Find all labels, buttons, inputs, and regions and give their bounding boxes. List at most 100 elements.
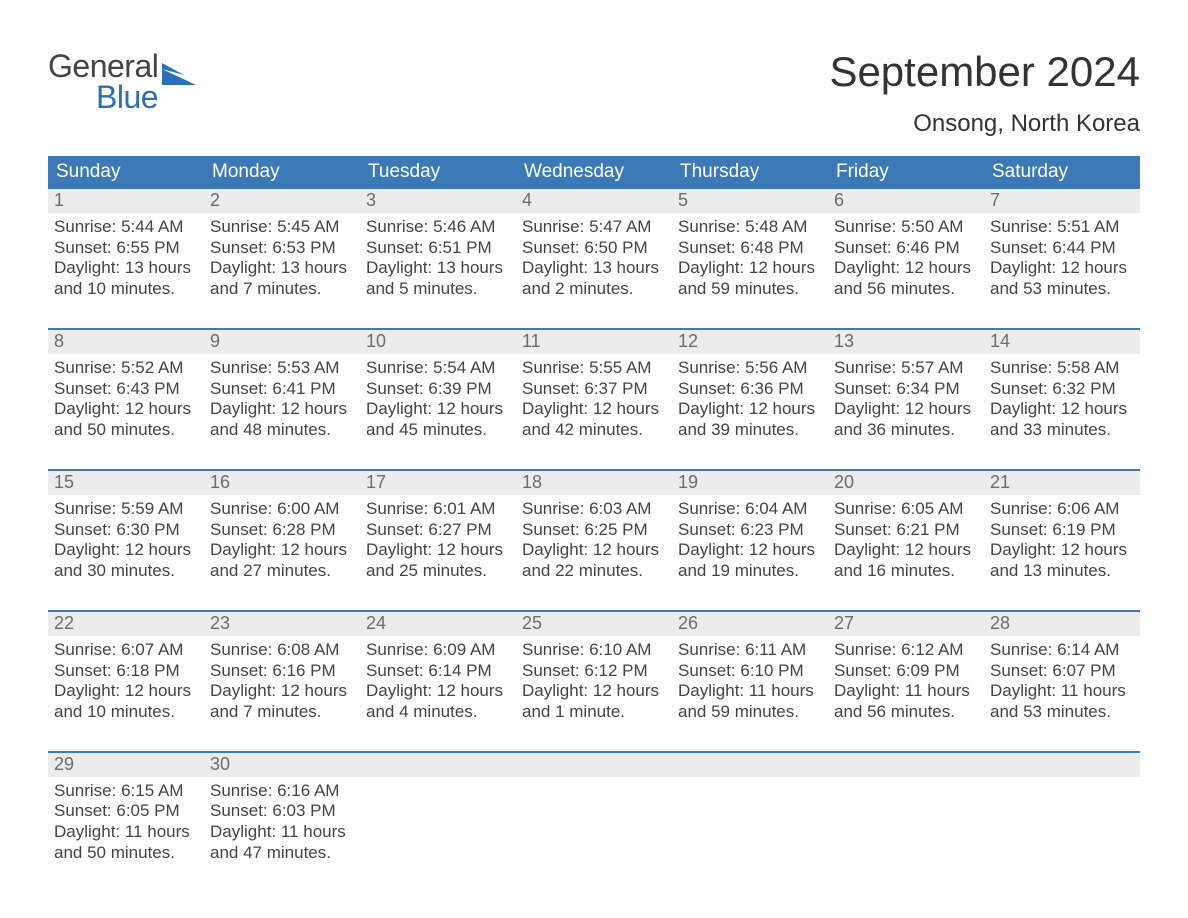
month-year-title: September 2024 xyxy=(829,48,1140,96)
day-number-row: 891011121314 xyxy=(48,330,1140,354)
sunset-text: Sunset: 6:05 PM xyxy=(54,801,198,822)
day-number-row: 2930 xyxy=(48,753,1140,777)
week-row: 891011121314Sunrise: 5:52 AMSunset: 6:43… xyxy=(48,328,1140,441)
sunrise-text: Sunrise: 5:58 AM xyxy=(990,358,1134,379)
day-number: 6 xyxy=(828,189,984,213)
sunset-text: Sunset: 6:27 PM xyxy=(366,520,510,541)
day-cell: Sunrise: 5:47 AMSunset: 6:50 PMDaylight:… xyxy=(516,213,672,300)
day-number: 28 xyxy=(984,612,1140,636)
sunrise-text: Sunrise: 5:52 AM xyxy=(54,358,198,379)
daylight-line2: and 10 minutes. xyxy=(54,702,198,723)
day-content-row: Sunrise: 5:59 AMSunset: 6:30 PMDaylight:… xyxy=(48,495,1140,582)
sunset-text: Sunset: 6:30 PM xyxy=(54,520,198,541)
daylight-line2: and 53 minutes. xyxy=(990,702,1134,723)
daylight-line2: and 39 minutes. xyxy=(678,420,822,441)
sunrise-text: Sunrise: 6:05 AM xyxy=(834,499,978,520)
sunrise-text: Sunrise: 5:56 AM xyxy=(678,358,822,379)
day-cell: Sunrise: 6:03 AMSunset: 6:25 PMDaylight:… xyxy=(516,495,672,582)
day-number: 11 xyxy=(516,330,672,354)
sunrise-text: Sunrise: 5:54 AM xyxy=(366,358,510,379)
sunrise-text: Sunrise: 5:45 AM xyxy=(210,217,354,238)
day-content-row: Sunrise: 5:44 AMSunset: 6:55 PMDaylight:… xyxy=(48,213,1140,300)
day-number: 3 xyxy=(360,189,516,213)
sunset-text: Sunset: 6:28 PM xyxy=(210,520,354,541)
sunset-text: Sunset: 6:18 PM xyxy=(54,661,198,682)
daylight-line2: and 25 minutes. xyxy=(366,561,510,582)
week-row: 22232425262728Sunrise: 6:07 AMSunset: 6:… xyxy=(48,610,1140,723)
day-number: 30 xyxy=(204,753,360,777)
sunset-text: Sunset: 6:46 PM xyxy=(834,238,978,259)
day-cell: Sunrise: 5:45 AMSunset: 6:53 PMDaylight:… xyxy=(204,213,360,300)
day-cell: Sunrise: 5:48 AMSunset: 6:48 PMDaylight:… xyxy=(672,213,828,300)
daylight-line1: Daylight: 12 hours xyxy=(366,399,510,420)
day-number: 13 xyxy=(828,330,984,354)
day-cell: Sunrise: 6:15 AMSunset: 6:05 PMDaylight:… xyxy=(48,777,204,864)
day-number xyxy=(360,753,516,777)
day-content-row: Sunrise: 5:52 AMSunset: 6:43 PMDaylight:… xyxy=(48,354,1140,441)
day-number: 19 xyxy=(672,471,828,495)
daylight-line2: and 50 minutes. xyxy=(54,843,198,864)
daylight-line2: and 22 minutes. xyxy=(522,561,666,582)
sunset-text: Sunset: 6:21 PM xyxy=(834,520,978,541)
day-cell: Sunrise: 5:53 AMSunset: 6:41 PMDaylight:… xyxy=(204,354,360,441)
daylight-line1: Daylight: 12 hours xyxy=(834,540,978,561)
day-number: 25 xyxy=(516,612,672,636)
sunset-text: Sunset: 6:12 PM xyxy=(522,661,666,682)
day-cell: Sunrise: 6:00 AMSunset: 6:28 PMDaylight:… xyxy=(204,495,360,582)
dow-friday: Friday xyxy=(828,156,984,189)
daylight-line2: and 56 minutes. xyxy=(834,279,978,300)
location-subtitle: Onsong, North Korea xyxy=(829,110,1140,138)
day-number: 27 xyxy=(828,612,984,636)
day-cell: Sunrise: 5:59 AMSunset: 6:30 PMDaylight:… xyxy=(48,495,204,582)
daylight-line1: Daylight: 12 hours xyxy=(678,258,822,279)
daylight-line2: and 2 minutes. xyxy=(522,279,666,300)
daylight-line2: and 42 minutes. xyxy=(522,420,666,441)
day-content-row: Sunrise: 6:15 AMSunset: 6:05 PMDaylight:… xyxy=(48,777,1140,864)
day-number xyxy=(828,753,984,777)
day-cell: Sunrise: 5:44 AMSunset: 6:55 PMDaylight:… xyxy=(48,213,204,300)
dow-tuesday: Tuesday xyxy=(360,156,516,189)
dow-thursday: Thursday xyxy=(672,156,828,189)
sunset-text: Sunset: 6:36 PM xyxy=(678,379,822,400)
day-number: 5 xyxy=(672,189,828,213)
sunrise-text: Sunrise: 6:03 AM xyxy=(522,499,666,520)
sunset-text: Sunset: 6:41 PM xyxy=(210,379,354,400)
day-number: 22 xyxy=(48,612,204,636)
sunrise-text: Sunrise: 6:14 AM xyxy=(990,640,1134,661)
calendar-page: General Blue September 2024 Onsong, Nort… xyxy=(0,0,1188,864)
daylight-line2: and 33 minutes. xyxy=(990,420,1134,441)
daylight-line2: and 16 minutes. xyxy=(834,561,978,582)
header: General Blue September 2024 Onsong, Nort… xyxy=(48,48,1140,138)
day-number: 17 xyxy=(360,471,516,495)
sunrise-text: Sunrise: 6:01 AM xyxy=(366,499,510,520)
daylight-line1: Daylight: 12 hours xyxy=(990,258,1134,279)
sunset-text: Sunset: 6:39 PM xyxy=(366,379,510,400)
daylight-line1: Daylight: 12 hours xyxy=(990,540,1134,561)
day-cell: Sunrise: 5:52 AMSunset: 6:43 PMDaylight:… xyxy=(48,354,204,441)
daylight-line2: and 1 minute. xyxy=(522,702,666,723)
day-number: 9 xyxy=(204,330,360,354)
day-number: 12 xyxy=(672,330,828,354)
day-cell: Sunrise: 5:51 AMSunset: 6:44 PMDaylight:… xyxy=(984,213,1140,300)
day-cell: Sunrise: 6:01 AMSunset: 6:27 PMDaylight:… xyxy=(360,495,516,582)
daylight-line1: Daylight: 12 hours xyxy=(522,399,666,420)
sunrise-text: Sunrise: 6:00 AM xyxy=(210,499,354,520)
sunset-text: Sunset: 6:14 PM xyxy=(366,661,510,682)
day-cell xyxy=(984,777,1140,864)
daylight-line2: and 19 minutes. xyxy=(678,561,822,582)
day-number-row: 15161718192021 xyxy=(48,471,1140,495)
daylight-line2: and 27 minutes. xyxy=(210,561,354,582)
daylight-line1: Daylight: 12 hours xyxy=(366,540,510,561)
calendar-grid: Sunday Monday Tuesday Wednesday Thursday… xyxy=(48,156,1140,864)
daylight-line2: and 7 minutes. xyxy=(210,279,354,300)
sunset-text: Sunset: 6:19 PM xyxy=(990,520,1134,541)
week-row: 1234567Sunrise: 5:44 AMSunset: 6:55 PMDa… xyxy=(48,189,1140,300)
daylight-line1: Daylight: 12 hours xyxy=(834,258,978,279)
day-number: 18 xyxy=(516,471,672,495)
daylight-line1: Daylight: 13 hours xyxy=(522,258,666,279)
sunrise-text: Sunrise: 5:50 AM xyxy=(834,217,978,238)
week-row: 15161718192021Sunrise: 5:59 AMSunset: 6:… xyxy=(48,469,1140,582)
sunrise-text: Sunrise: 5:55 AM xyxy=(522,358,666,379)
sunrise-text: Sunrise: 6:16 AM xyxy=(210,781,354,802)
daylight-line1: Daylight: 11 hours xyxy=(54,822,198,843)
